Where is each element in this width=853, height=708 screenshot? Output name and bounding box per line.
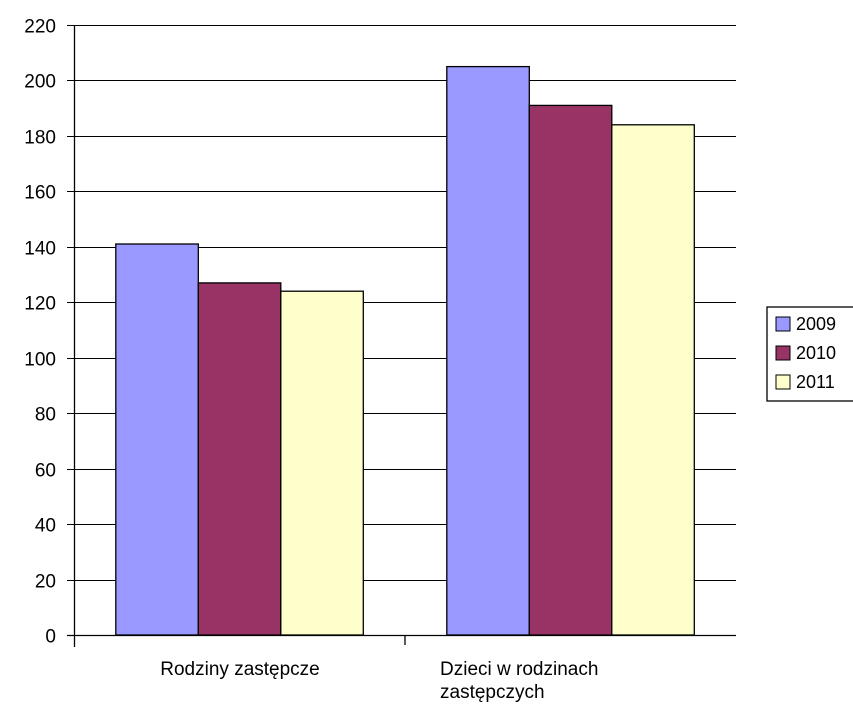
bar-2011-0 [280, 290, 364, 636]
y-tick-label: 180 [24, 128, 56, 149]
y-tick-label: 220 [24, 17, 56, 38]
y-axis-tick-labels: 0 20 40 60 80 100 120 140 160 180 200 220 [24, 17, 56, 648]
bars [115, 65, 695, 636]
y-tick-label: 120 [24, 294, 56, 315]
category-label: Rodziny zastępcze [160, 659, 319, 680]
legend-swatch-2010 [775, 345, 791, 361]
y-tick-label: 160 [24, 183, 56, 204]
legend-label-2010: 2010 [796, 343, 836, 363]
y-tick-label: 60 [35, 461, 56, 482]
y-tick-label: 20 [35, 572, 56, 593]
bar-2009-0 [115, 243, 199, 636]
bar-2009-1 [446, 65, 530, 636]
category-label: Dzieci w rodzinach zastępczych [440, 659, 598, 703]
legend-swatch-2009 [775, 316, 791, 332]
y-tick-label: 140 [24, 239, 56, 260]
bar-2011-1 [611, 124, 695, 636]
bar-2010-1 [528, 104, 613, 636]
y-tick-label: 80 [35, 405, 56, 426]
legend-label-2011: 2011 [796, 372, 835, 392]
y-tick-label: 40 [35, 516, 56, 537]
legend: 2009 2010 2011 [766, 306, 853, 402]
legend-swatch-2011 [775, 374, 791, 390]
bar-2010-0 [197, 282, 282, 636]
y-tick-label: 100 [24, 350, 56, 371]
legend-label-2009: 2009 [796, 314, 836, 334]
y-tick-label: 0 [45, 627, 56, 648]
y-tick-label: 200 [24, 72, 56, 93]
axes [67, 25, 736, 647]
x-axis-category-labels: Rodziny zastępcze Dzieci w rodzinach zastę… [160, 659, 598, 703]
